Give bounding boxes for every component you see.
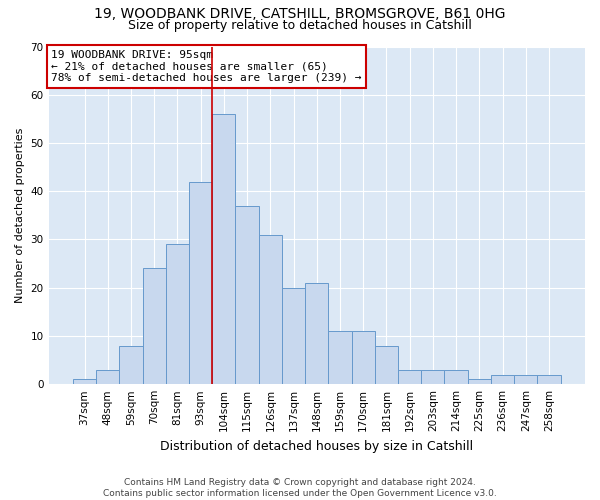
Bar	[468, 380, 491, 384]
Bar	[212, 114, 235, 384]
Bar	[96, 370, 119, 384]
Bar	[235, 206, 259, 384]
Bar	[73, 380, 96, 384]
Y-axis label: Number of detached properties: Number of detached properties	[15, 128, 25, 303]
Bar	[398, 370, 421, 384]
Bar	[282, 288, 305, 384]
Bar	[352, 331, 375, 384]
Bar	[514, 374, 538, 384]
Bar	[445, 370, 468, 384]
Bar	[166, 244, 189, 384]
Bar	[119, 346, 143, 384]
X-axis label: Distribution of detached houses by size in Catshill: Distribution of detached houses by size …	[160, 440, 473, 452]
Bar	[328, 331, 352, 384]
Text: Contains HM Land Registry data © Crown copyright and database right 2024.
Contai: Contains HM Land Registry data © Crown c…	[103, 478, 497, 498]
Bar	[421, 370, 445, 384]
Text: 19, WOODBANK DRIVE, CATSHILL, BROMSGROVE, B61 0HG: 19, WOODBANK DRIVE, CATSHILL, BROMSGROVE…	[94, 8, 506, 22]
Bar	[538, 374, 560, 384]
Bar	[143, 268, 166, 384]
Bar	[375, 346, 398, 384]
Text: Size of property relative to detached houses in Catshill: Size of property relative to detached ho…	[128, 18, 472, 32]
Bar	[305, 283, 328, 384]
Bar	[491, 374, 514, 384]
Text: 19 WOODBANK DRIVE: 95sqm
← 21% of detached houses are smaller (65)
78% of semi-d: 19 WOODBANK DRIVE: 95sqm ← 21% of detach…	[51, 50, 362, 83]
Bar	[259, 234, 282, 384]
Bar	[189, 182, 212, 384]
